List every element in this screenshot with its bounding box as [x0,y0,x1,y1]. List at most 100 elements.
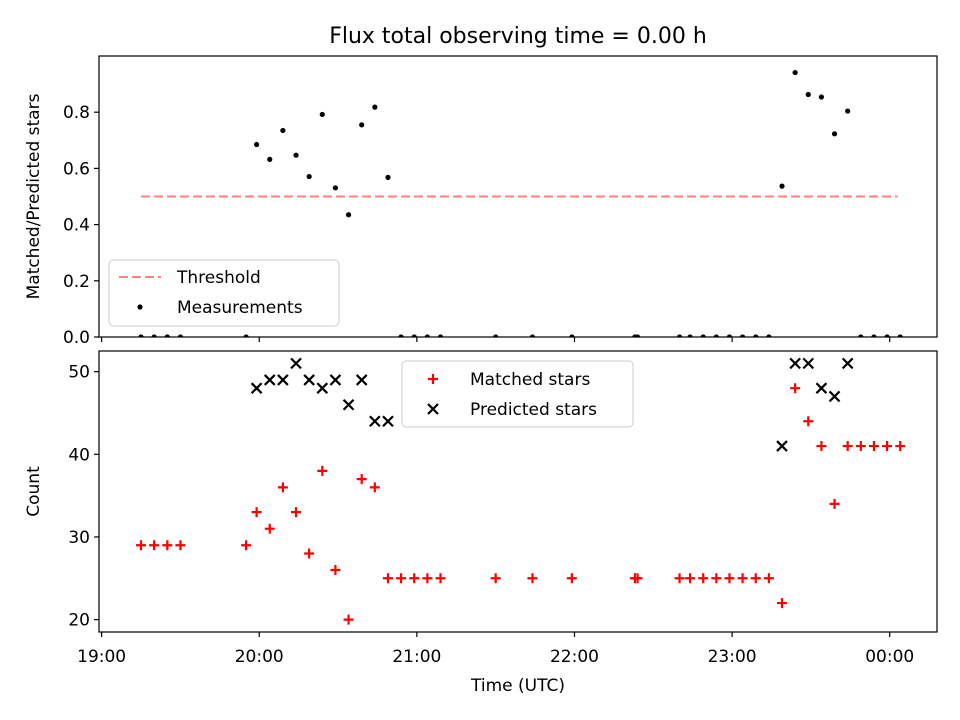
measurement-point [293,152,299,158]
y-tick-label: 30 [68,528,90,548]
measurement-point [569,334,575,337]
measurement-point [243,334,249,337]
matched-stars-point [369,482,380,493]
legend-measurements-swatch [137,304,143,310]
plot-area [138,69,903,337]
legend-label-predicted: Predicted stars [470,400,597,420]
measurement-point [687,334,693,337]
matched-stars-point [343,614,354,625]
legend-box [401,360,634,428]
matched-stars-point [241,540,252,551]
matched-stars-point [724,573,735,584]
legend-bottom: Matched stars Predicted stars [401,360,634,428]
measurement-point [398,334,404,337]
measurement-point [858,334,864,337]
matched-stars-point [382,573,393,584]
matched-stars-point [566,573,577,584]
x-tick-label: 20:00 [235,647,284,667]
axes-frame [98,350,938,633]
measurement-point [779,183,785,189]
measurement-point [871,334,877,337]
matched-stars-point [868,441,879,452]
measurement-point [319,111,325,118]
legend-label-matched: Matched stars [470,370,590,390]
matched-stars-point [777,598,788,609]
series-predicted-stars [250,357,854,452]
measurement-point [700,334,706,337]
plot-area [136,357,906,625]
panel-bottom: 20 30 40 50 19:00 20:00 21:00 22:00 23:00 00:00 Co… [24,350,938,696]
predicted-stars-point [329,374,342,386]
legend-top: Threshold Measurements [108,259,340,327]
matched-stars-point [291,507,302,518]
legend-matched-swatch [428,374,438,384]
measurement-point [345,212,352,218]
predicted-stars-point [776,440,788,452]
x-tick-label: 19:00 [77,647,126,667]
y-axis-label: Matched/Predicted stars [24,93,44,299]
matched-stars-point [685,573,696,584]
measurement-point [437,334,444,337]
measurement-point [713,334,719,337]
predicted-stars-point [802,357,815,370]
measurement-point [254,141,260,148]
measurement-point [138,334,144,337]
measurement-point [792,69,798,76]
measurement-point [766,334,772,337]
y-tick-label: 0.2 [63,272,90,292]
matched-stars-point [790,383,801,394]
axes-frame [98,55,938,338]
matched-stars-point [435,573,446,584]
measurement-point [267,156,273,163]
y-tick-label: 0.0 [63,328,90,348]
predicted-stars-point [303,374,315,386]
y-tick-label: 0.4 [63,216,90,236]
measurement-point [726,334,733,337]
x-tick-label: 21:00 [392,647,441,667]
matched-stars-point [674,573,685,584]
measurement-point [280,127,286,134]
predicted-stars-point [828,390,841,403]
predicted-stars-point [250,382,263,394]
predicted-stars-point [841,357,854,370]
predicted-stars-point [290,357,302,370]
measurement-point [634,334,641,337]
matched-stars-point [490,573,501,584]
measurement-point [177,334,184,337]
predicted-stars-point [316,382,329,394]
measurement-point [306,173,312,180]
measurement-point [493,334,499,337]
x-axis-label: Time (UTC) [470,676,565,696]
matched-stars-point [632,573,643,584]
legend-label-measurements: Measurements [177,298,303,318]
matched-stars-point [698,573,709,584]
predicted-stars-point [277,374,289,386]
series-measurements [138,69,903,337]
matched-stars-point [737,573,748,584]
measurement-point [151,334,157,337]
matched-stars-point [330,565,341,576]
predicted-stars-point [815,382,828,394]
measurement-point [424,334,430,337]
matched-stars-point [304,548,315,559]
y-tick-label: 0.6 [63,159,90,179]
matched-stars-point [162,540,173,551]
measurement-point [359,122,365,128]
matched-stars-point [829,498,840,509]
matched-stars-point [277,482,288,493]
series-matched-stars [136,383,906,625]
matched-stars-point [136,540,147,551]
measurement-point [529,334,536,337]
matched-stars-point [356,474,367,485]
measurement-point [411,334,417,337]
matched-stars-point [422,573,433,584]
matched-stars-point [842,441,853,452]
predicted-stars-point [342,398,355,411]
measurement-point [676,334,683,337]
matched-stars-point [175,540,186,551]
matched-stars-point [816,441,827,452]
predicted-stars-point [382,415,394,428]
y-axis-label: Count [24,466,44,517]
